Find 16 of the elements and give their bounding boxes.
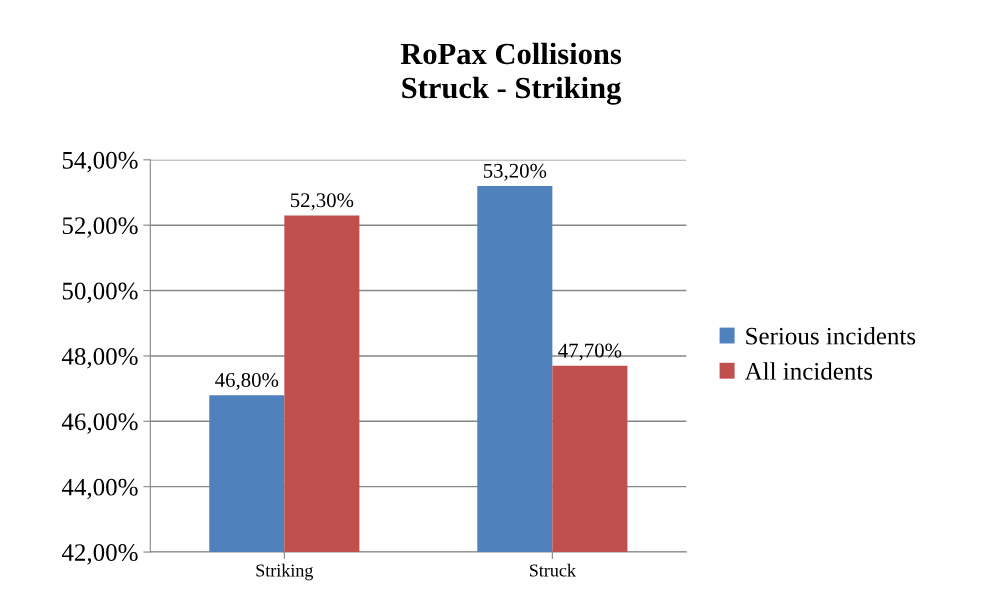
y-tick-label: 52,00% <box>62 217 138 238</box>
data-label: 52,30% <box>290 193 354 211</box>
legend-label: Serious incidents <box>746 327 916 345</box>
y-tick-label: 50,00% <box>62 282 138 304</box>
legend-label: All incidents <box>744 362 873 380</box>
y-tick-label: 46,00% <box>61 413 138 434</box>
data-label: 47,70% <box>558 343 622 361</box>
y-tick-label: 54,00% <box>62 151 138 173</box>
chart-title: RoPax Collisions Struck - Striking <box>400 42 622 105</box>
y-tick-label: 44,00% <box>61 478 138 500</box>
y-tick-label: 48,00% <box>61 347 138 369</box>
data-label: 53,20% <box>483 163 547 181</box>
y-tick-label: 42,00% <box>61 544 138 565</box>
x-tick-label: Struck <box>529 563 576 577</box>
data-label: 46,80% <box>215 372 279 390</box>
x-tick-label: Striking <box>256 563 314 581</box>
